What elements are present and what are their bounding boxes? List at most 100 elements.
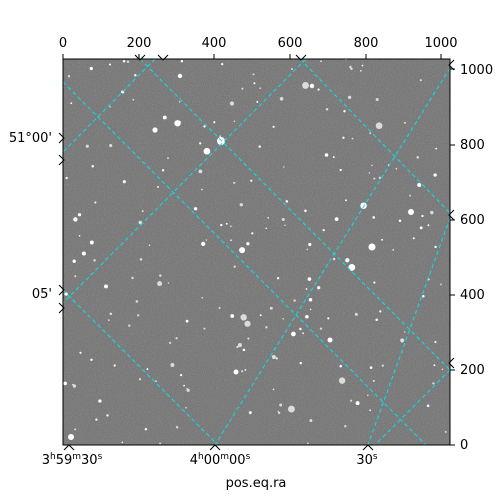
top-axis-ticks <box>62 54 442 61</box>
bright-star <box>309 83 315 89</box>
star <box>126 60 130 63</box>
star <box>349 65 352 69</box>
star <box>252 73 255 76</box>
star <box>272 388 275 391</box>
bottom-axis-title: pos.eq.ra <box>226 476 287 491</box>
left-axis-labels: 51°00' 05' <box>9 131 52 302</box>
star <box>167 157 169 160</box>
star <box>239 203 243 207</box>
star <box>283 166 285 168</box>
star <box>281 217 285 222</box>
star <box>89 66 93 71</box>
left-axis-ticks <box>58 132 65 314</box>
star <box>162 115 167 120</box>
bright-star <box>152 127 158 133</box>
star <box>444 430 447 433</box>
star <box>256 100 259 103</box>
left-tick-label: 05' <box>32 287 52 302</box>
star <box>419 79 422 82</box>
star <box>317 286 321 290</box>
star <box>63 381 67 386</box>
grid-line <box>367 217 450 445</box>
star <box>85 144 89 148</box>
star <box>159 274 162 277</box>
star <box>434 245 437 249</box>
star <box>109 144 113 148</box>
star <box>378 176 382 180</box>
star <box>339 168 342 172</box>
star <box>128 324 131 327</box>
star <box>306 248 309 251</box>
star <box>343 110 346 113</box>
top-tick-label: 600 <box>278 36 303 51</box>
bright-star <box>327 337 333 343</box>
star <box>440 283 442 286</box>
star <box>360 70 362 72</box>
star <box>322 229 325 232</box>
star <box>368 172 371 174</box>
star <box>113 364 116 367</box>
bright-star <box>68 434 74 440</box>
top-tick-label: 200 <box>127 36 152 51</box>
star <box>265 227 267 230</box>
bright-star <box>368 243 376 251</box>
right-tick-label: 1000 <box>460 63 493 78</box>
star <box>90 358 93 362</box>
star <box>287 405 295 413</box>
star <box>354 312 358 316</box>
star <box>433 364 436 367</box>
star <box>317 88 320 91</box>
star <box>98 399 102 403</box>
star <box>430 210 434 215</box>
star <box>348 263 356 271</box>
star <box>137 314 140 317</box>
star <box>201 296 204 299</box>
coordinate-grid <box>63 59 450 445</box>
star <box>308 242 312 247</box>
star <box>148 244 151 247</box>
star <box>242 348 246 352</box>
star <box>248 411 252 415</box>
star <box>73 217 78 222</box>
star <box>77 213 82 217</box>
star <box>372 379 375 382</box>
star <box>371 164 373 167</box>
star <box>104 284 108 289</box>
star <box>203 147 211 155</box>
star <box>72 384 77 388</box>
star <box>355 401 360 406</box>
star <box>350 399 353 402</box>
star <box>239 247 246 254</box>
star <box>306 442 309 445</box>
bottom-axis-labels: 3h59m30s 4h00m00s 30s pos.eq.ra <box>42 452 378 491</box>
star <box>392 249 395 251</box>
star <box>307 277 312 281</box>
right-axis-ticks <box>448 59 455 446</box>
star <box>193 207 198 211</box>
star <box>138 220 143 225</box>
star <box>325 108 329 111</box>
star <box>94 201 97 204</box>
star <box>221 62 224 66</box>
star <box>319 327 323 330</box>
star <box>134 73 137 77</box>
star <box>373 281 376 284</box>
star <box>78 235 81 237</box>
star <box>259 87 262 90</box>
star <box>302 81 309 89</box>
star <box>369 366 373 369</box>
star <box>199 142 202 145</box>
top-tick-label: 1000 <box>424 36 457 51</box>
star <box>107 319 110 322</box>
right-axis-labels: 0 200 400 600 800 1000 <box>460 63 493 453</box>
star <box>421 214 424 218</box>
star <box>233 120 236 123</box>
star <box>276 277 280 280</box>
star <box>345 258 350 263</box>
grid-line <box>139 59 450 371</box>
star <box>65 176 68 180</box>
star <box>282 317 285 320</box>
star <box>139 258 143 261</box>
star <box>72 259 76 263</box>
star-field-image <box>63 59 450 445</box>
